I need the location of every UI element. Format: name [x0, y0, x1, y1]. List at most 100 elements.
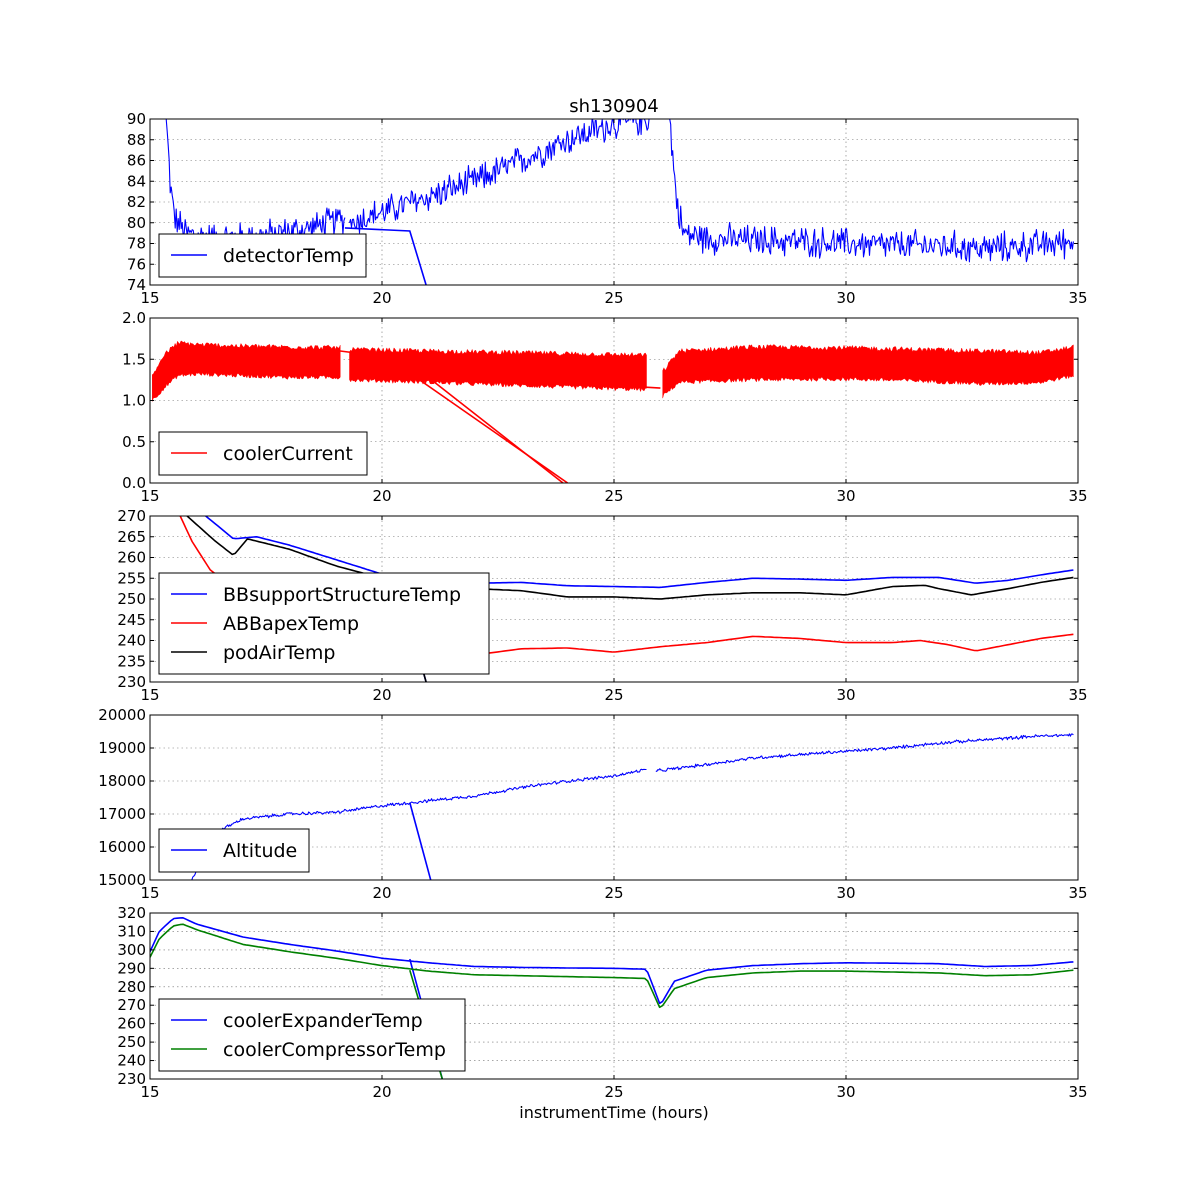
- panel-5: 15 20 25 30 35 230240250260270280290300310320…: [117, 904, 1087, 1101]
- y-tick-label: 82: [127, 193, 146, 211]
- panel-3: 15 20 25 30 35 230 235 240 245 250 255 260 265 270 BBs…: [117, 507, 1087, 704]
- y-tick-label: 320: [117, 904, 146, 922]
- legend-label: coolerExpanderTemp: [223, 1010, 423, 1032]
- x-tick-label: 35: [1068, 1083, 1087, 1101]
- x-tick-label: 25: [604, 487, 623, 505]
- x-tick-label: 35: [1068, 686, 1087, 704]
- x-tick-label: 35: [1068, 487, 1087, 505]
- y-tick-label: 290: [117, 959, 146, 977]
- y-tick-label: 230: [117, 1070, 146, 1088]
- y-tick-label: 86: [127, 152, 146, 170]
- legend-box: [158, 998, 466, 1072]
- y-tick-label: 17000: [98, 805, 146, 823]
- legend-label: ABBapexTemp: [223, 613, 359, 635]
- detector-temp-line: [669, 119, 1074, 263]
- y-tick-label: 74: [127, 276, 146, 294]
- x-tick-label: 15: [140, 686, 159, 704]
- y-tick-label: 15000: [98, 871, 146, 889]
- x-tick-label: 20: [372, 884, 391, 902]
- cooler-current-band: [152, 340, 341, 402]
- x-tick-label: 15: [140, 487, 159, 505]
- x-tick-label: 20: [372, 1083, 391, 1101]
- legend-label: coolerCurrent: [223, 443, 353, 465]
- y-tick-label: 265: [117, 528, 146, 546]
- x-tick-label: 35: [1068, 884, 1087, 902]
- y-tick-label: 1.5: [122, 350, 146, 368]
- y-tick-label: 76: [127, 255, 146, 273]
- y-tick-label: 19000: [98, 739, 146, 757]
- cooler-compressor-temp-line: [150, 923, 1074, 1009]
- cooler-current-band: [349, 346, 647, 393]
- cooler-current-artifact-line: [590, 383, 661, 389]
- y-tick-label: 1.0: [122, 392, 146, 410]
- pod-air-temp-line: [186, 516, 1074, 600]
- y-tick-label: 235: [117, 652, 146, 670]
- y-tick-label: 270: [117, 507, 146, 525]
- x-tick-label: 20: [372, 686, 391, 704]
- series-layer: [191, 733, 1074, 880]
- y-tick-label: 16000: [98, 838, 146, 856]
- detector-temp-artifact-line: [344, 227, 427, 285]
- x-tick-label: 30: [836, 289, 855, 307]
- y-tick-label: 88: [127, 131, 146, 149]
- x-axis-label: instrumentTime (hours): [519, 1103, 708, 1122]
- panel-2: 15 20 25 30 35 0.0 0.5 1.0 1.5 2.0 coolerCurrent: [122, 309, 1087, 505]
- x-tick-label: 25: [604, 1083, 623, 1101]
- x-tick-label: 35: [1068, 289, 1087, 307]
- cooler-current-band: [662, 344, 1074, 399]
- x-tick-label: 20: [372, 289, 391, 307]
- legend-label: coolerCompressorTemp: [223, 1039, 446, 1061]
- series-layer: [152, 340, 1074, 483]
- x-tick-label: 20: [372, 487, 391, 505]
- legend-label: BBsupportStructureTemp: [223, 584, 461, 606]
- legend-box: [158, 572, 490, 675]
- legend: coolerCurrent: [158, 431, 368, 476]
- y-tick-label: 260: [117, 549, 146, 567]
- x-tick-label: 25: [604, 686, 623, 704]
- legend-label: podAirTemp: [223, 642, 335, 664]
- y-tick-label: 250: [117, 590, 146, 608]
- y-tick-label: 280: [117, 978, 146, 996]
- y-tick-label: 2.0: [122, 309, 146, 327]
- y-tick-label: 240: [117, 632, 146, 650]
- cooler-expander-temp-line: [150, 917, 1074, 1005]
- x-tick-label: 15: [140, 884, 159, 902]
- y-tick-label: 245: [117, 611, 146, 629]
- y-tick-label: 310: [117, 922, 146, 940]
- cooler-current-artifact-line: [340, 350, 564, 483]
- x-tick-label: 25: [604, 289, 623, 307]
- bbsupport-structure-temp-line: [205, 516, 1074, 589]
- y-tick-label: 250: [117, 1033, 146, 1051]
- chart-title: sh130904: [569, 96, 659, 117]
- legend-label: detectorTemp: [223, 245, 354, 267]
- panel-1: 15 20 25 30 35 74 76 78 80 82 84 86 88 90 detectorTemp: [127, 110, 1088, 307]
- x-tick-label: 30: [836, 1083, 855, 1101]
- legend: coolerExpanderTemp coolerCompressorTemp: [158, 998, 466, 1072]
- altitude-artifact-line: [409, 802, 432, 880]
- y-tick-label: 300: [117, 941, 146, 959]
- y-tick-label: 0.0: [122, 474, 146, 492]
- x-tick-label: 25: [604, 884, 623, 902]
- y-tick-label: 240: [117, 1052, 146, 1070]
- x-tick-label: 15: [140, 289, 159, 307]
- y-tick-label: 84: [127, 172, 146, 190]
- y-tick-label: 78: [127, 235, 146, 253]
- y-tick-label: 255: [117, 569, 146, 587]
- legend: Altitude: [158, 828, 310, 873]
- cooler-current-artifact-line: [395, 362, 569, 483]
- legend: BBsupportStructureTemp ABBapexTemp podAirT…: [158, 572, 490, 675]
- y-tick-label: 0.5: [122, 433, 146, 451]
- x-tick-label: 30: [836, 686, 855, 704]
- altitude-line: [655, 733, 1074, 772]
- y-tick-label: 80: [127, 214, 146, 232]
- legend: detectorTemp: [158, 233, 367, 278]
- y-tick-label: 20000: [98, 706, 146, 724]
- legend-label: Altitude: [223, 840, 297, 862]
- panels: 15 20 25 30 35 74 76 78 80 82 84 86 88 90 detectorTemp…: [98, 110, 1088, 1101]
- y-tick-label: 270: [117, 996, 146, 1014]
- detector-temp-line: [348, 119, 652, 234]
- y-tick-label: 18000: [98, 772, 146, 790]
- x-tick-label: 30: [836, 884, 855, 902]
- altitude-line: [191, 768, 647, 880]
